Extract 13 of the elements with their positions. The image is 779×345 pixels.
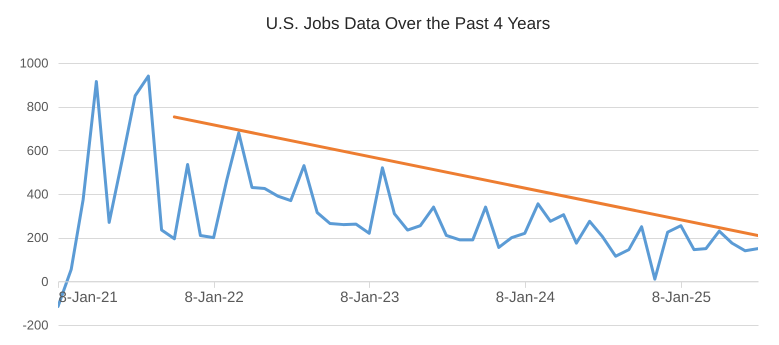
x-tick-label: 8-Jan-25	[652, 288, 711, 306]
y-tick-label: 400	[26, 186, 48, 202]
y-tick-label: 200	[26, 230, 48, 246]
y-tick-label: 0	[41, 274, 48, 289]
x-tick-label: 8-Jan-23	[340, 288, 400, 306]
x-tick-label: 8-Jan-24	[496, 288, 555, 306]
chart-title: U.S. Jobs Data Over the Past 4 Years	[266, 14, 550, 33]
y-tick-label: 1000	[20, 56, 48, 70]
x-tick-label: 8-Jan-22	[184, 288, 244, 306]
y-tick-label: 800	[26, 99, 48, 114]
line-series	[58, 74, 758, 308]
y-tick-label: 600	[26, 142, 48, 158]
y-tick-label: -200	[22, 318, 48, 332]
